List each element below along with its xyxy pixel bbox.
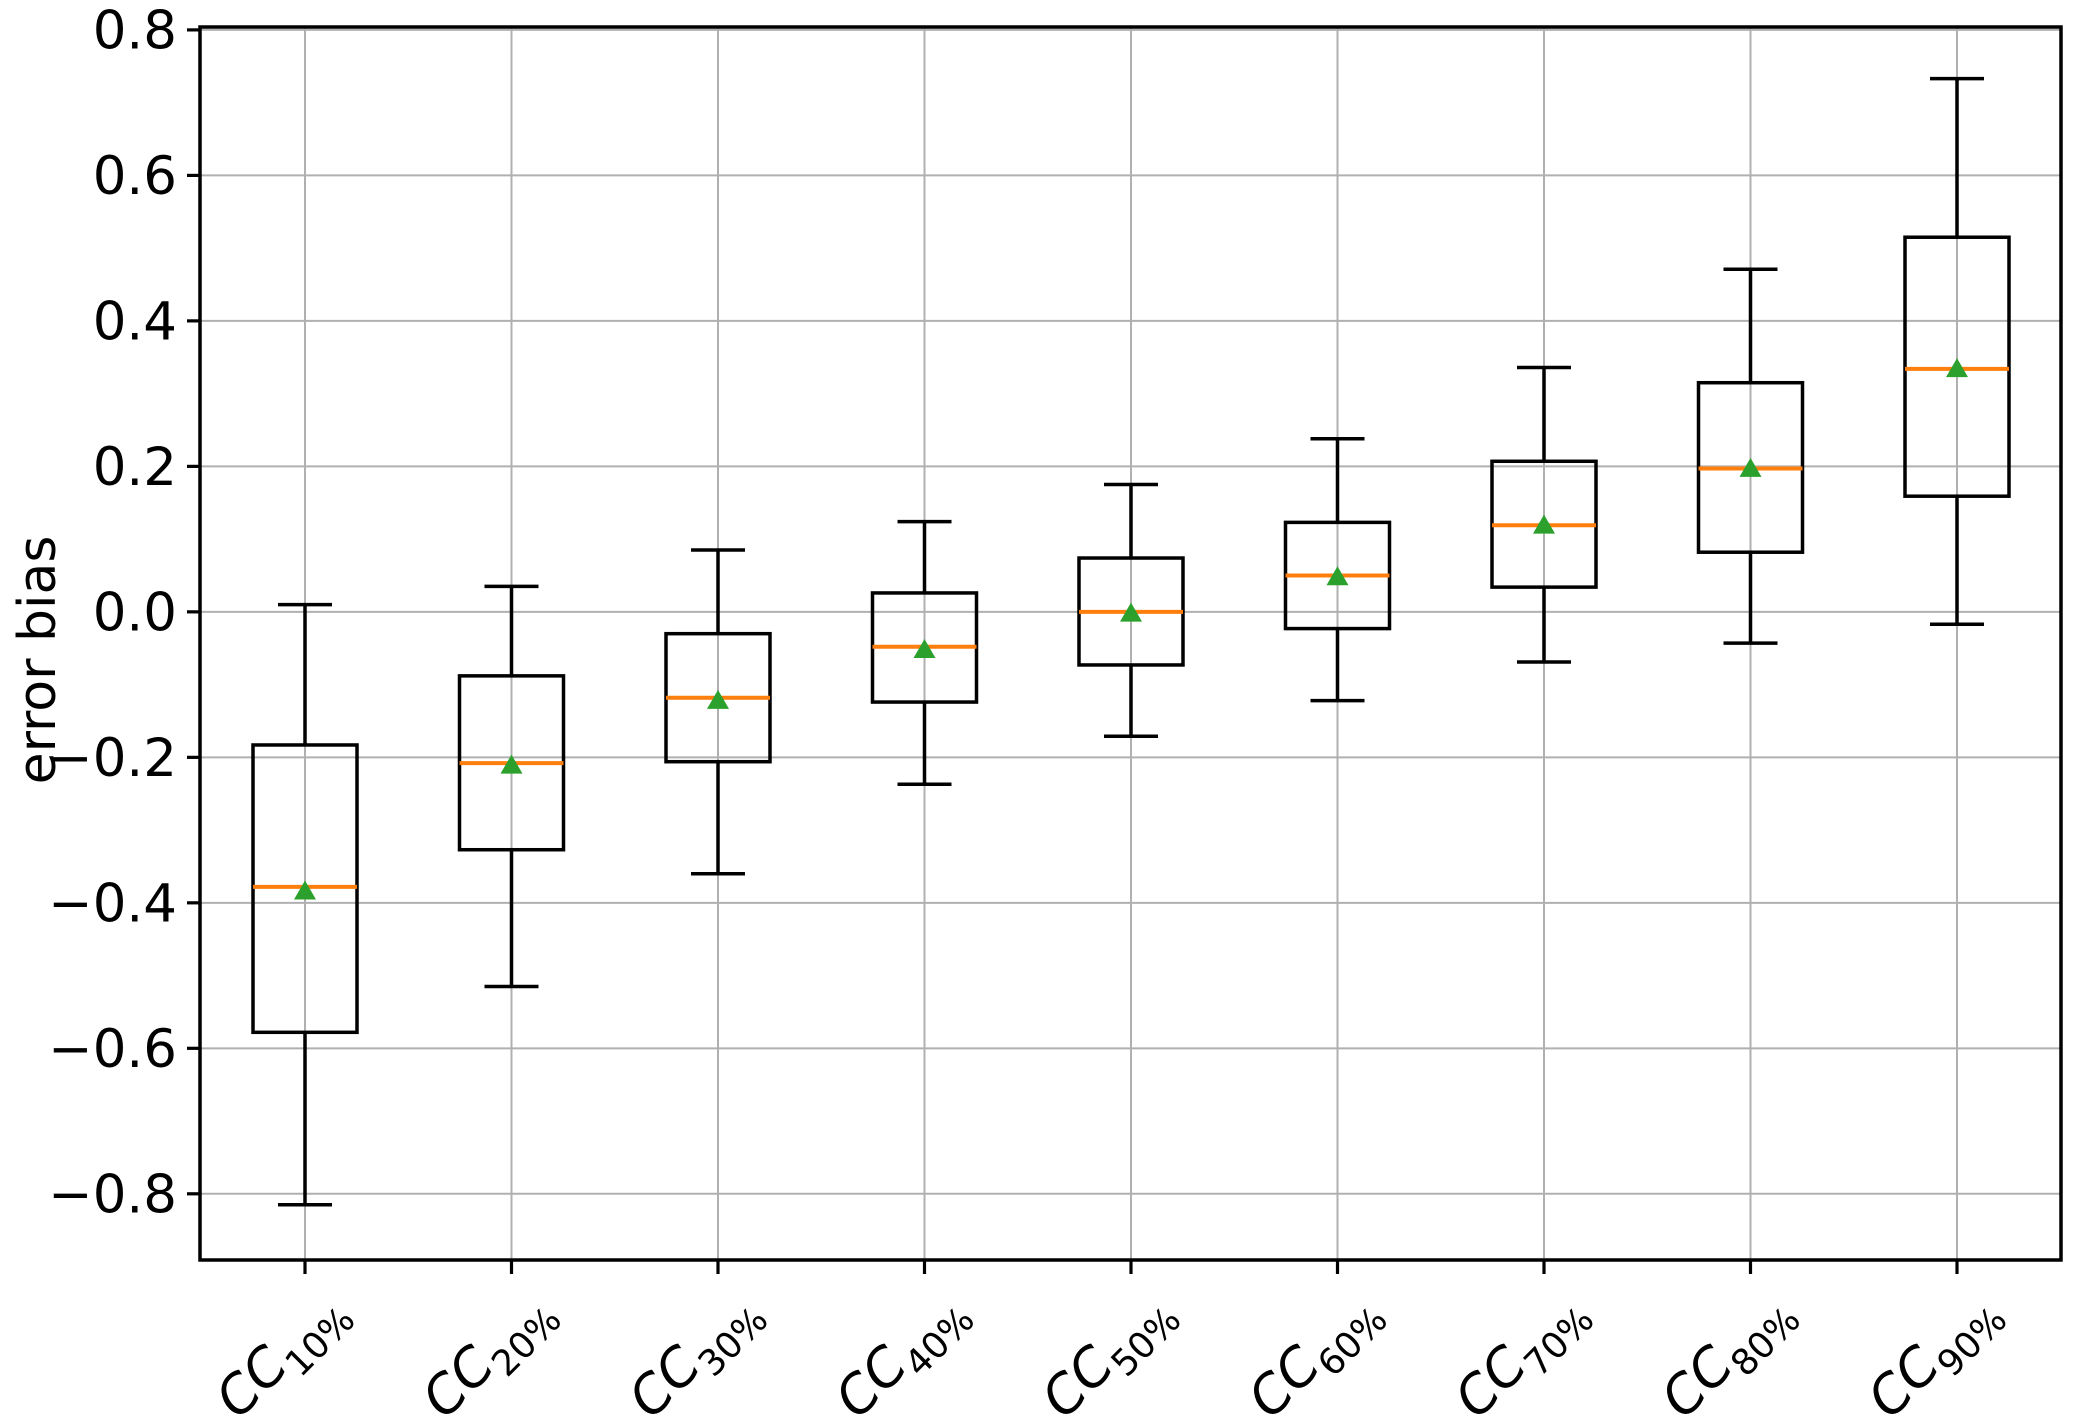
iqr-box — [1903, 235, 2011, 498]
mean-marker-icon — [500, 754, 523, 774]
x-tick-label: CC10% — [204, 1278, 363, 1424]
mean-marker-icon — [707, 689, 729, 709]
y-tick-label: 0.2 — [93, 437, 177, 498]
mean-marker-icon — [1326, 566, 1349, 586]
y-axis-label: error bias — [8, 535, 68, 785]
box-group-CC70% — [1490, 365, 1598, 664]
x-tick-label: CC70% — [1443, 1278, 1602, 1424]
y-tick-label: −0.6 — [48, 1019, 177, 1080]
y-tick-label: 0.8 — [93, 0, 177, 61]
y-tick-label: −0.2 — [48, 728, 177, 789]
x-tick-label: CC30% — [617, 1278, 776, 1424]
box-group-CC30% — [664, 548, 772, 876]
mean-marker-icon — [1739, 457, 1762, 477]
y-tick-label: 0.6 — [93, 146, 177, 207]
box-group-CC50% — [1077, 482, 1185, 738]
mean-marker-icon — [294, 880, 316, 900]
mean-marker-icon — [913, 638, 936, 658]
box-group-CC40% — [870, 519, 979, 787]
box-group-CC60% — [1283, 436, 1392, 703]
box-group-CC80% — [1696, 267, 1805, 645]
mean-marker-icon — [1120, 602, 1142, 622]
x-tick-label: CC40% — [824, 1278, 983, 1424]
y-tick-label: 0.4 — [93, 291, 177, 352]
box-group-CC10% — [251, 602, 359, 1207]
box-group-CC20% — [457, 584, 566, 989]
x-tick-label: CC60% — [1237, 1278, 1396, 1424]
box-group-CC90% — [1903, 76, 2011, 626]
x-tick-label: CC80% — [1650, 1278, 1809, 1424]
x-tick-label: CC20% — [411, 1278, 570, 1424]
mean-marker-icon — [1533, 514, 1555, 534]
y-tick-label: −0.4 — [48, 873, 177, 934]
mean-marker-icon — [1946, 358, 1968, 378]
x-tick-label: CC50% — [1030, 1278, 1189, 1424]
x-tick-label: CC90% — [1856, 1278, 2015, 1424]
y-tick-label: 0.0 — [93, 582, 177, 643]
y-tick-label: −0.8 — [48, 1164, 177, 1225]
